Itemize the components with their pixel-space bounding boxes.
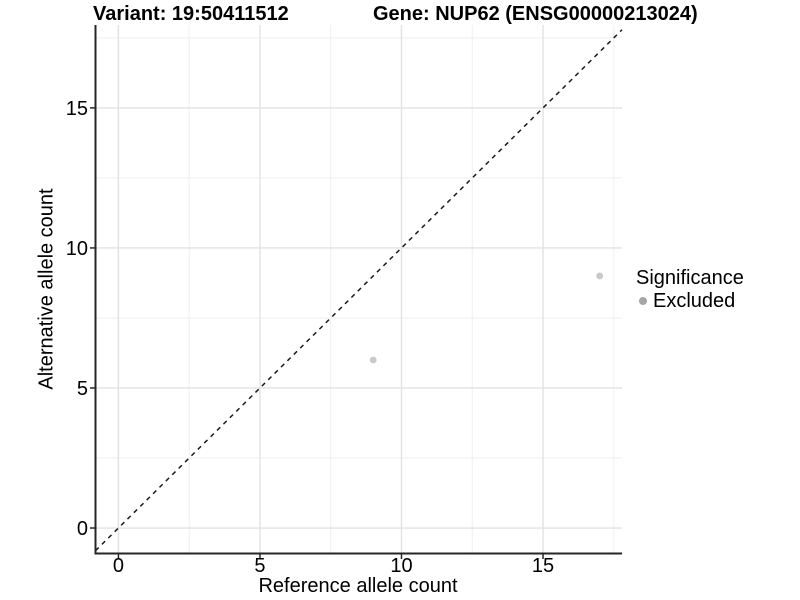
y-tick-label: 15 <box>66 98 88 120</box>
x-tick-label: 15 <box>532 555 554 577</box>
y-tick-label: 5 <box>77 378 88 400</box>
gene-title: Gene: NUP62 (ENSG00000213024) <box>373 3 698 25</box>
legend-key-dot <box>639 297 647 305</box>
legend-title: Significance <box>636 267 744 289</box>
x-axis-title: Reference allele count <box>258 575 458 597</box>
legend: Significance Excluded <box>636 267 744 312</box>
data-point <box>369 356 377 364</box>
y-axis-title: Alternative allele count <box>35 188 58 390</box>
x-tick-label: 0 <box>113 555 124 577</box>
x-tick-label: 5 <box>254 555 265 577</box>
y-tick-label: 10 <box>66 238 88 260</box>
legend-item: Excluded <box>636 290 744 312</box>
variant-title: Variant: 19:50411512 <box>93 3 289 25</box>
y-tick-label: 0 <box>77 518 88 540</box>
x-tick-label: 10 <box>390 555 412 577</box>
identity-line <box>94 29 623 552</box>
legend-item-label: Excluded <box>653 290 736 312</box>
data-point <box>596 272 604 280</box>
